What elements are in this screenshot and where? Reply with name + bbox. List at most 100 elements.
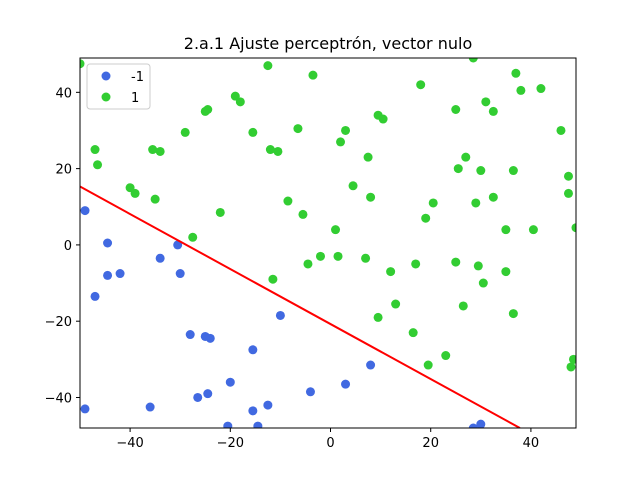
y-tick-label-0: −40 [45,391,72,406]
data-point-series-1-64 [516,85,526,95]
data-point-series-1-68 [563,171,573,181]
data-point-series-1-51 [468,58,478,63]
data-point-series-0-6 [145,402,155,412]
data-point-series-1-60 [501,267,511,277]
data-point-series-1-22 [298,209,308,219]
data-point-series-0-5 [115,269,125,279]
data-point-series-1-18 [268,274,278,284]
data-point-series-1-6 [150,194,160,204]
data-point-series-1-42 [421,213,431,223]
data-point-series-1-30 [348,181,358,191]
data-point-series-1-33 [366,192,376,202]
data-point-series-0-26 [476,419,486,428]
data-point-series-0-17 [248,406,258,416]
data-point-series-1-15 [248,127,258,137]
data-point-series-1-12 [215,207,225,217]
data-point-series-1-53 [473,261,483,271]
x-tick-label-1: −20 [217,436,244,451]
data-point-series-1-70 [566,362,576,372]
y-tick-label-2: 0 [64,239,72,254]
data-point-series-1-50 [461,152,471,162]
data-point-series-1-11 [203,104,213,114]
data-point-series-1-67 [556,125,566,135]
data-point-series-1-57 [488,192,498,202]
data-point-series-1-69 [563,188,573,198]
data-point-series-1-25 [315,251,325,261]
plot-frame [79,57,577,429]
legend-marker-neg [101,71,111,81]
y-tick-label-4: 40 [55,86,72,101]
data-point-series-1-44 [428,198,438,208]
decision-boundary-line [80,185,521,428]
data-point-series-1-38 [391,299,401,309]
data-point-series-1-71 [568,354,576,364]
data-point-series-1-52 [471,198,481,208]
data-point-series-1-8 [180,127,190,137]
x-tick-label-4: 40 [523,436,540,451]
data-point-series-1-28 [336,137,346,147]
data-point-series-1-26 [331,225,341,235]
data-point-series-1-63 [511,68,521,78]
data-point-series-1-65 [528,225,538,235]
points-layer [80,58,576,428]
data-point-series-0-18 [248,345,258,355]
data-point-series-0-1 [80,404,90,414]
legend: -1 1 [86,63,151,110]
data-point-series-1-45 [441,351,451,361]
data-point-series-0-3 [103,238,113,248]
y-tick-label-1: −20 [45,315,72,330]
data-point-series-0-9 [175,269,185,279]
data-point-series-1-41 [416,80,426,90]
data-point-series-0-23 [341,379,351,389]
data-point-series-1-49 [458,301,468,311]
data-point-series-1-19 [273,146,283,156]
data-point-series-1-7 [155,146,165,156]
data-point-series-1-40 [411,259,421,269]
data-point-series-1-62 [508,309,518,319]
data-point-series-0-7 [155,253,165,263]
data-point-series-0-19 [253,421,263,428]
data-point-series-1-31 [361,253,371,263]
data-point-series-1-72 [571,223,576,233]
data-point-series-1-24 [308,70,318,80]
y-axis: −40 −20 0 20 40 [45,86,80,406]
data-point-series-1-5 [148,145,158,155]
data-point-series-0-24 [366,360,376,370]
data-point-series-1-43 [423,360,433,370]
decision-line-layer [80,185,521,428]
data-point-series-1-23 [303,259,313,269]
x-tick-label-0: −40 [116,436,143,451]
data-point-series-0-11 [193,392,203,402]
data-point-series-1-17 [265,145,275,155]
data-point-series-0-16 [223,421,233,428]
data-point-series-1-32 [363,152,373,162]
data-point-series-1-39 [408,328,418,338]
data-point-series-0-15 [225,377,235,387]
data-point-series-1-54 [476,166,486,176]
data-point-series-0-13 [205,333,215,343]
data-point-series-1-47 [451,257,461,267]
data-point-series-1-36 [378,114,388,124]
data-point-series-0-21 [275,310,285,320]
chart-title: 2.a.1 Ajuste perceptrón, vector nulo [184,34,472,53]
data-point-series-1-66 [536,84,546,94]
data-point-series-1-37 [386,267,396,277]
x-axis: −40 −20 0 20 40 [116,428,539,451]
data-point-series-1-29 [341,125,351,135]
data-point-series-1-27 [333,251,343,261]
data-point-series-1-48 [453,164,463,174]
data-point-series-1-46 [451,104,461,114]
data-point-series-1-21 [293,124,303,134]
data-point-series-0-22 [305,387,315,397]
data-point-series-0-0 [80,206,90,216]
data-point-series-1-59 [501,225,511,235]
data-point-series-1-4 [130,188,140,198]
data-point-series-1-58 [488,106,498,116]
legend-marker-pos [101,92,111,102]
x-tick-label-2: 0 [326,436,334,451]
data-point-series-1-35 [373,312,383,322]
data-point-series-0-8 [173,240,183,250]
data-point-series-1-56 [481,97,491,107]
data-point-series-0-14 [203,389,213,399]
